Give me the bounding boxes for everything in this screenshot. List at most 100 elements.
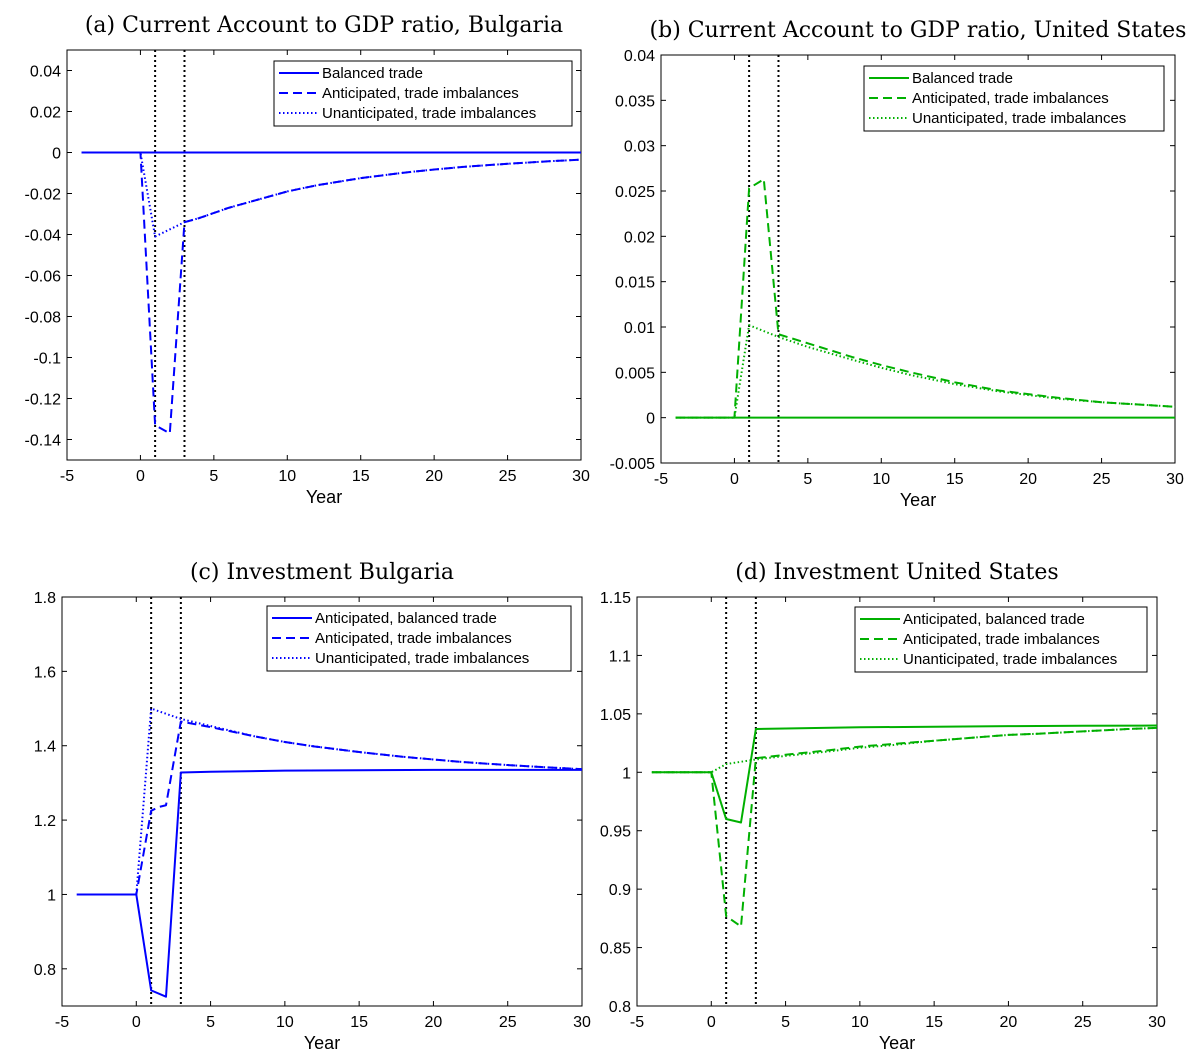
panel-d: (d) Investment United States -5 0 5 10 15 20 25… bbox=[600, 560, 1166, 1053]
series-line-dotted bbox=[651, 726, 1158, 774]
series-line-dotted bbox=[81, 151, 582, 238]
y-tick-label: 0.015 bbox=[615, 275, 655, 292]
legend-box bbox=[273, 60, 573, 127]
x-tick-label: 5 bbox=[206, 1014, 215, 1031]
x-axis-label: Year bbox=[304, 1033, 340, 1053]
y-tick-label: -0.08 bbox=[25, 310, 62, 327]
x-tick-label: 30 bbox=[1166, 471, 1184, 488]
x-tick-label: 0 bbox=[136, 468, 145, 485]
legend: Anticipated, balanced trade Anticipated, … bbox=[854, 606, 1148, 673]
x-tick-label: 15 bbox=[352, 468, 370, 485]
x-tick-label: 25 bbox=[499, 1014, 517, 1031]
x-tick-label: 15 bbox=[925, 1014, 943, 1031]
series-line-solid bbox=[651, 724, 1158, 824]
x-tick-label: 5 bbox=[781, 1014, 790, 1031]
x-tick-label: 30 bbox=[1148, 1014, 1166, 1031]
legend: Balanced trade Anticipated, trade imbalan… bbox=[863, 65, 1165, 132]
legend-label: Anticipated, trade imbalances bbox=[315, 630, 512, 647]
legend-label: Balanced trade bbox=[912, 70, 1013, 87]
y-tick-label: 0 bbox=[646, 411, 655, 428]
legend: Balanced trade Anticipated, trade imbalan… bbox=[273, 60, 573, 127]
chart-title: (d) Investment United States bbox=[735, 560, 1058, 585]
legend-label: Anticipated, trade imbalances bbox=[903, 631, 1100, 648]
x-tick-label: 10 bbox=[276, 1014, 294, 1031]
legend-box bbox=[854, 606, 1148, 673]
x-tick-label: 10 bbox=[872, 471, 890, 488]
y-tick-label: -0.14 bbox=[25, 433, 62, 450]
x-axis-label: Year bbox=[900, 490, 936, 510]
y-tick-label: -0.12 bbox=[25, 392, 62, 409]
chart-title: (c) Investment Bulgaria bbox=[190, 560, 454, 585]
y-tick-label: 1.1 bbox=[609, 648, 631, 665]
x-tick-label: 20 bbox=[425, 1014, 443, 1031]
plot-frame bbox=[66, 49, 582, 461]
legend-label: Anticipated, trade imbalances bbox=[912, 90, 1109, 107]
x-tick-label: 0 bbox=[707, 1014, 716, 1031]
legend-label: Balanced trade bbox=[322, 65, 423, 82]
x-tick-label: 30 bbox=[573, 1014, 591, 1031]
x-tick-label: -5 bbox=[654, 471, 668, 488]
x-tick-label: 5 bbox=[209, 468, 218, 485]
y-tick-label: 0.8 bbox=[34, 962, 56, 979]
y-tick-label: 1.2 bbox=[34, 813, 56, 830]
series-line-dashed bbox=[76, 720, 583, 896]
y-tick-label: -0.06 bbox=[25, 269, 62, 286]
series-line-dashed bbox=[81, 151, 582, 435]
series-line-dotted bbox=[675, 324, 1176, 419]
legend: Anticipated, balanced trade Anticipated, … bbox=[266, 605, 572, 672]
y-tick-label: 0.8 bbox=[609, 999, 631, 1016]
legend-label: Unanticipated, trade imbalances bbox=[322, 105, 536, 122]
x-tick-label: 0 bbox=[132, 1014, 141, 1031]
x-tick-label: 25 bbox=[1093, 471, 1111, 488]
x-tick-label: 15 bbox=[350, 1014, 368, 1031]
y-tick-label: 0.04 bbox=[624, 48, 655, 65]
panel-b: (b) Current Account to GDP ratio, United… bbox=[610, 18, 1187, 510]
y-tick-label: 1.15 bbox=[600, 590, 631, 607]
x-tick-label: -5 bbox=[55, 1014, 69, 1031]
x-axis-label: Year bbox=[879, 1033, 915, 1053]
series-line-dotted bbox=[76, 707, 583, 896]
legend-label: Anticipated, balanced trade bbox=[903, 611, 1085, 628]
chart-title: (b) Current Account to GDP ratio, United… bbox=[650, 18, 1187, 43]
x-axis-label: Year bbox=[306, 487, 342, 507]
x-tick-label: 15 bbox=[946, 471, 964, 488]
x-tick-label: 30 bbox=[572, 468, 590, 485]
panel-a: (a) Current Account to GDP ratio, Bulgar… bbox=[25, 13, 590, 507]
y-tick-label: 1.6 bbox=[34, 664, 56, 681]
x-tick-label: 10 bbox=[278, 468, 296, 485]
plot-frame bbox=[636, 596, 1158, 1007]
y-tick-label: -0.02 bbox=[25, 187, 62, 204]
y-tick-label: -0.005 bbox=[610, 456, 655, 473]
series-line-dashed bbox=[651, 726, 1158, 928]
y-tick-label: 1 bbox=[47, 887, 56, 904]
x-tick-label: 20 bbox=[1000, 1014, 1018, 1031]
y-tick-label: 0.005 bbox=[615, 365, 655, 382]
y-tick-label: 0.03 bbox=[624, 139, 655, 156]
y-tick-label: -0.1 bbox=[33, 351, 61, 368]
y-tick-label: 0.95 bbox=[600, 824, 631, 841]
y-tick-label: 1.05 bbox=[600, 707, 631, 724]
legend-label: Anticipated, balanced trade bbox=[315, 610, 497, 627]
plot-frame bbox=[61, 596, 583, 1007]
legend-label: Unanticipated, trade imbalances bbox=[912, 110, 1126, 127]
chart-title: (a) Current Account to GDP ratio, Bulgar… bbox=[85, 13, 563, 38]
legend-label: Unanticipated, trade imbalances bbox=[315, 650, 529, 667]
legend-label: Unanticipated, trade imbalances bbox=[903, 651, 1117, 668]
y-tick-label: -0.04 bbox=[25, 228, 62, 245]
y-tick-label: 0.025 bbox=[615, 184, 655, 201]
y-tick-label: 0 bbox=[52, 146, 61, 163]
x-tick-label: 0 bbox=[730, 471, 739, 488]
panel-c: (c) Investment Bulgaria -5 0 5 10 15 20 25 30 0.8… bbox=[34, 560, 591, 1053]
legend-box bbox=[266, 605, 572, 672]
legend-box bbox=[863, 65, 1165, 132]
y-tick-label: 0.85 bbox=[600, 941, 631, 958]
series-line-dashed bbox=[675, 178, 1176, 419]
x-tick-label: 25 bbox=[1074, 1014, 1092, 1031]
y-tick-label: 0.9 bbox=[609, 882, 631, 899]
y-tick-label: 0.04 bbox=[30, 64, 61, 81]
x-tick-label: 5 bbox=[803, 471, 812, 488]
y-tick-label: 1 bbox=[622, 765, 631, 782]
series-line-solid bbox=[76, 768, 582, 998]
plot-frame bbox=[660, 54, 1176, 464]
